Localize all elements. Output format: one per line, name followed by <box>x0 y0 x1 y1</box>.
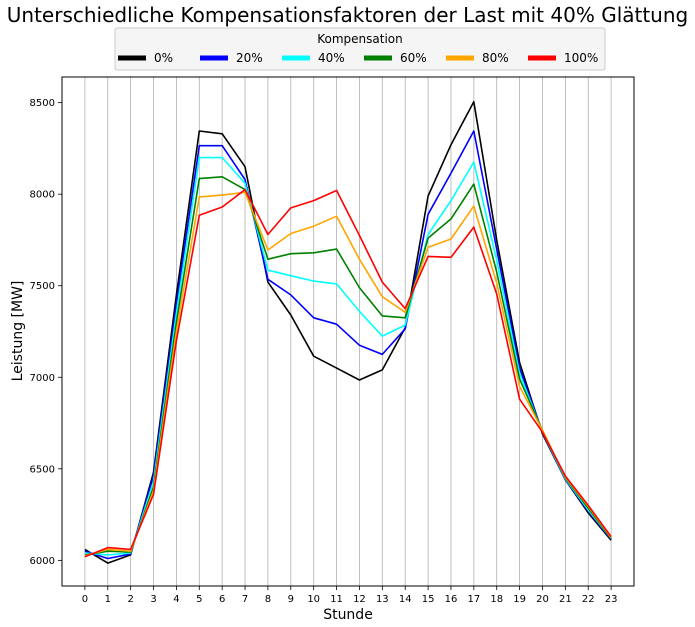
x-tick-label: 15 <box>422 594 435 605</box>
y-tick-label: 8500 <box>30 98 55 109</box>
x-tick-label: 22 <box>582 594 595 605</box>
x-tick-label: 8 <box>265 594 271 605</box>
x-tick-label: 6 <box>219 594 225 605</box>
x-tick-label: 5 <box>196 594 202 605</box>
x-tick-label: 13 <box>376 594 389 605</box>
legend-label: 20% <box>236 51 263 65</box>
x-tick-label: 10 <box>307 594 320 605</box>
y-tick-label: 7500 <box>30 281 55 292</box>
y-axis-label: Leistung [MW] <box>10 281 26 382</box>
series-line-80pct <box>84 191 612 557</box>
legend-label: 100% <box>564 51 598 65</box>
y-tick-label: 6000 <box>30 556 55 567</box>
series-line-0pct <box>84 100 612 564</box>
x-tick-label: 9 <box>288 594 294 605</box>
x-tick-label: 3 <box>150 594 156 605</box>
x-tick-label: 2 <box>127 594 133 605</box>
x-axis-ticks: 0 1 2 3 4 5 6 7 8 9 10 11 12 13 14 15 16 17 18 19 20 21 22 23 <box>82 586 618 605</box>
series-line-20pct <box>84 130 612 560</box>
x-tick-label: 7 <box>242 594 248 605</box>
x-tick-label: 18 <box>490 594 503 605</box>
series-line-40pct <box>84 156 612 556</box>
x-axis-label: Stunde <box>323 607 373 623</box>
x-tick-label: 14 <box>399 594 412 605</box>
y-tick-label: 8000 <box>30 190 55 201</box>
x-tick-label: 4 <box>173 594 179 605</box>
x-tick-label: 17 <box>467 594 480 605</box>
x-tick-label: 0 <box>82 594 88 605</box>
x-tick-label: 16 <box>445 594 458 605</box>
legend-label: 40% <box>318 51 345 65</box>
x-tick-label: 19 <box>513 594 526 605</box>
legend-label: 0% <box>154 51 173 65</box>
y-tick-label: 7000 <box>30 373 55 384</box>
x-tick-label: 20 <box>536 594 549 605</box>
legend-items: 0% 20% 40% 60% 80% 100% <box>118 51 598 65</box>
legend: Kompensation 0% 20% 40% 60% 80% 100% <box>114 27 606 71</box>
x-tick-label: 12 <box>353 594 366 605</box>
legend-box <box>114 27 606 71</box>
plot-frame <box>61 76 635 587</box>
x-tick-label: 1 <box>105 594 111 605</box>
legend-title: Kompensation <box>317 32 403 46</box>
chart-title: Unterschiedliche Kompensationsfaktoren d… <box>6 3 689 27</box>
y-axis-ticks: 6000 6500 7000 7500 8000 8500 <box>30 98 62 567</box>
legend-label: 80% <box>482 51 509 65</box>
x-tick-label: 11 <box>330 594 343 605</box>
y-tick-label: 6500 <box>30 464 55 475</box>
data-series <box>84 100 612 564</box>
series-line-100pct <box>84 188 612 558</box>
series-line-60pct <box>84 176 612 556</box>
x-tick-label: 23 <box>605 594 618 605</box>
x-tick-label: 21 <box>559 594 572 605</box>
legend-label: 60% <box>400 51 427 65</box>
x-gridlines <box>84 77 612 586</box>
